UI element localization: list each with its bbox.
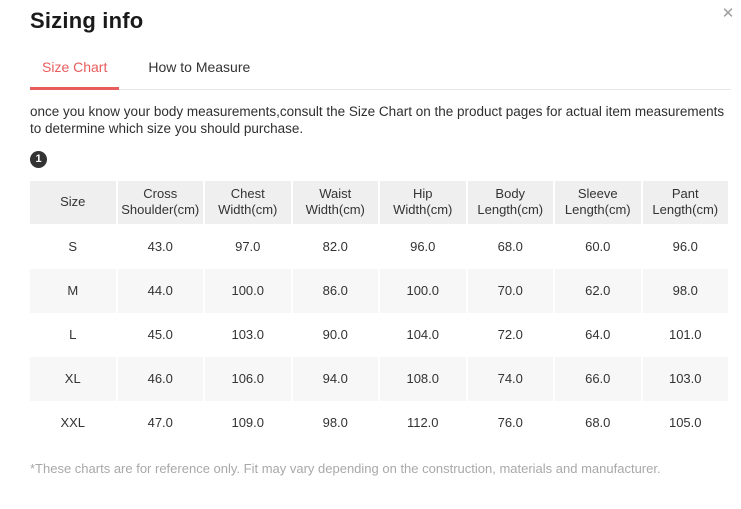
- table-cell: 98.0: [322, 414, 348, 430]
- table-cell: 44.0: [117, 268, 203, 313]
- table-cell: S: [68, 238, 78, 254]
- table-cell: 100.0: [380, 268, 466, 313]
- table-cell: 66.0: [555, 356, 641, 401]
- table-cell: 86.0: [292, 268, 378, 313]
- table-cell: 72.0: [497, 326, 523, 342]
- table-cell: 68.0: [585, 414, 611, 430]
- table-header-row: Size Cross Shoulder(cm) Chest Width(cm) Wai…: [30, 180, 728, 224]
- footnote: *These charts are for reference only. Fi…: [30, 460, 661, 476]
- table-header-cell: Pant Length(cm): [642, 180, 728, 224]
- table-cell: 74.0: [467, 356, 553, 401]
- table-cell: 68.0: [497, 238, 523, 254]
- table-cell: 105.0: [668, 414, 702, 430]
- modal-title: Sizing info: [30, 8, 144, 33]
- table-cell: 100.0: [205, 268, 291, 313]
- step-1-badge: 1: [30, 150, 47, 168]
- table-cell: 47.0: [147, 414, 173, 430]
- table-header-cell: Size: [30, 180, 116, 224]
- table-header-cell: Hip Width(cm): [380, 180, 466, 224]
- table-body: S 43.0 97.0 82.0 96.0 68.0 60.0 96.0 M 44.0 100.0 8…: [30, 225, 728, 445]
- table-cell: 103.0: [642, 356, 728, 401]
- table-cell: L: [69, 326, 77, 342]
- tab-how-to-measure[interactable]: How to Measure: [148, 59, 251, 75]
- table-cell: XL: [30, 356, 116, 401]
- table-cell: 45.0: [147, 326, 173, 342]
- table-cell: 106.0: [205, 356, 291, 401]
- table-header-cell: Chest Width(cm): [205, 180, 291, 224]
- description-text: once you know your body measurements,con…: [30, 104, 725, 136]
- table-cell: 82.0: [322, 238, 348, 254]
- table-row: M 44.0 100.0 86.0 100.0 70.0 62.0 98.0: [30, 268, 728, 313]
- table-cell: 64.0: [585, 326, 611, 342]
- table-cell: 70.0: [467, 268, 553, 313]
- table-cell: XXL: [60, 414, 86, 430]
- table-header-cell: Waist Width(cm): [292, 180, 378, 224]
- table-header-cell: Sleeve Length(cm): [555, 180, 641, 224]
- table-cell: 62.0: [555, 268, 641, 313]
- table-header-cell: Cross Shoulder(cm): [117, 180, 203, 224]
- table-cell: 109.0: [231, 414, 265, 430]
- table-row: L 45.0 103.0 90.0 104.0 72.0 64.0 101.0: [30, 313, 728, 357]
- table-cell: 60.0: [585, 238, 611, 254]
- size-chart-table: Size Cross Shoulder(cm) Chest Width(cm) Wai…: [30, 180, 728, 445]
- tab-bar: Size Chart How to Measure: [30, 59, 731, 90]
- table-cell: M: [30, 268, 116, 313]
- table-row: XL 46.0 106.0 94.0 108.0 74.0 66.0 103.0: [30, 356, 728, 401]
- table-row: XXL 47.0 109.0 98.0 112.0 76.0 68.0 105.0: [30, 401, 728, 445]
- table-header-cell: Body Length(cm): [467, 180, 553, 224]
- table-cell: 112.0: [406, 414, 439, 430]
- table-cell: 90.0: [322, 326, 348, 342]
- table-cell: 98.0: [642, 268, 728, 313]
- tab-size-chart[interactable]: Size Chart: [30, 59, 120, 90]
- close-icon[interactable]: ✕: [721, 4, 735, 22]
- table-cell: 94.0: [292, 356, 378, 401]
- table-cell: 76.0: [497, 414, 523, 430]
- table-cell: 43.0: [147, 238, 173, 254]
- table-cell: 108.0: [380, 356, 466, 401]
- table-cell: 96.0: [672, 238, 698, 254]
- table-cell: 104.0: [406, 326, 440, 342]
- table-cell: 103.0: [231, 326, 265, 342]
- table-row: S 43.0 97.0 82.0 96.0 68.0 60.0 96.0: [30, 225, 728, 269]
- table-cell: 96.0: [410, 238, 436, 254]
- table-cell: 97.0: [235, 238, 261, 254]
- table-cell: 46.0: [117, 356, 203, 401]
- table-cell: 101.0: [668, 326, 702, 342]
